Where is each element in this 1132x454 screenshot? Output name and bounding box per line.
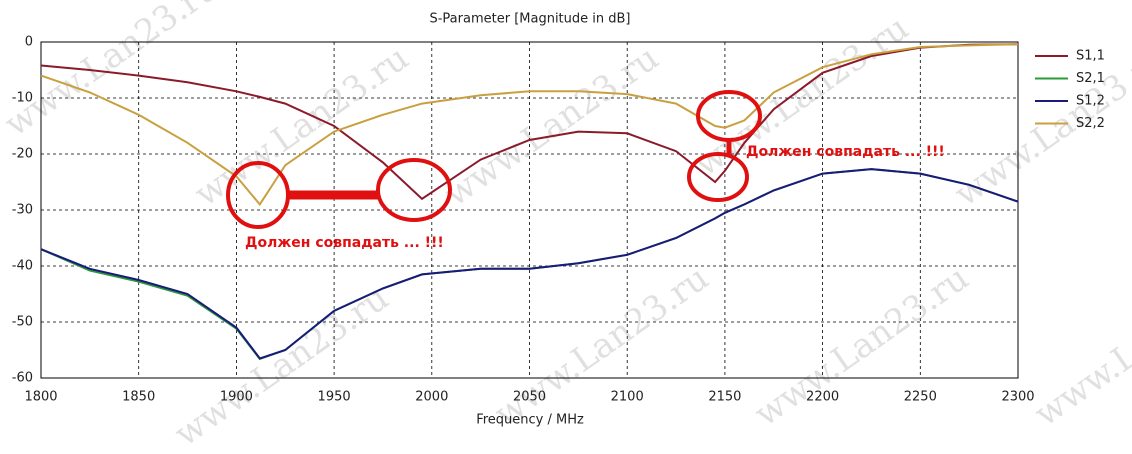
circle <box>376 158 452 222</box>
x-tick-label: 1850 <box>122 390 155 405</box>
watermark: www.Lan23.ru <box>747 258 976 435</box>
callouts <box>226 90 762 229</box>
series-line <box>40 168 1019 360</box>
watermark: www.Lan23.ru <box>437 38 666 215</box>
annotation: Должен совпадать ... !!! <box>746 144 945 160</box>
legend-label: S2,1 <box>1076 71 1105 86</box>
y-tick-label: -10 <box>12 91 33 106</box>
series-line <box>40 43 1019 201</box>
circle <box>696 90 762 142</box>
x-tick-label: 2200 <box>806 390 839 405</box>
x-tick-label: 2150 <box>708 390 741 405</box>
y-tick-label: -30 <box>12 203 33 218</box>
watermark: www.Lan23.ru <box>487 258 716 435</box>
x-tick-label: 2000 <box>415 390 448 405</box>
y-tick-label: 0 <box>25 35 33 50</box>
x-tick-label: 2250 <box>904 390 937 405</box>
annotation: Должен совпадать ... !!! <box>245 235 444 251</box>
circle <box>687 152 749 202</box>
x-tick-label: 1950 <box>318 390 351 405</box>
legend-label: S1,2 <box>1076 94 1105 109</box>
legend-label: S1,1 <box>1076 49 1105 64</box>
chart-title: S-Parameter [Magnitude in dB] <box>429 12 630 27</box>
x-tick-label: 2300 <box>1001 390 1034 405</box>
y-tick-label: -50 <box>12 315 33 330</box>
y-tick-label: -60 <box>12 371 33 386</box>
y-tick-label: -20 <box>12 147 33 162</box>
x-tick-label: 1900 <box>220 390 253 405</box>
watermark: www.Lan23.ru <box>1027 258 1132 435</box>
legend-label: S2,2 <box>1076 116 1105 131</box>
x-tick-label: 2050 <box>513 390 546 405</box>
y-tick-label: -40 <box>12 259 33 274</box>
x-tick-label: 2100 <box>611 390 644 405</box>
x-axis-label: Frequency / MHz <box>476 413 584 428</box>
x-tick-label: 1800 <box>24 390 57 405</box>
series-line <box>40 43 1019 207</box>
watermark: www.Lan23.ru <box>187 38 416 215</box>
